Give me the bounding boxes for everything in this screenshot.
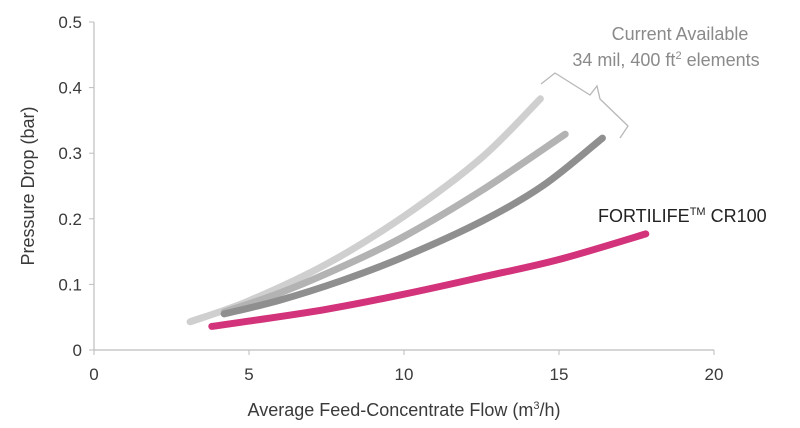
fortilife-label: FORTILIFETM CR100 — [598, 206, 767, 226]
x-tick-label: 20 — [705, 365, 724, 384]
series-group — [186, 95, 650, 330]
series-current-b — [220, 130, 569, 316]
y-tick-label: 0 — [73, 341, 82, 360]
current-available-label: Current Available — [612, 24, 749, 44]
y-tick-label: 0.5 — [58, 13, 82, 32]
y-axis-title: Pressure Drop (bar) — [18, 106, 38, 265]
x-tick-label: 15 — [550, 365, 569, 384]
y-tick-label: 0.1 — [58, 275, 82, 294]
series-fortilife-cr100 — [208, 230, 650, 330]
y-tick-group: 0 0.1 0.2 0.3 0.4 0.5 — [58, 13, 94, 360]
x-tick-label: 0 — [89, 365, 98, 384]
y-tick-label: 0.3 — [58, 144, 82, 163]
series-current-c — [220, 134, 606, 318]
x-tick-label: 5 — [244, 365, 253, 384]
x-tick-group: 0 5 10 15 20 — [89, 350, 723, 384]
x-axis-title: Average Feed-Concentrate Flow (m3/h) — [248, 400, 561, 420]
y-tick-label: 0.2 — [58, 210, 82, 229]
current-available-spec: 34 mil, 400 ft2 elements — [572, 50, 759, 70]
current-available-bracket — [540, 72, 629, 139]
x-tick-label: 10 — [395, 365, 414, 384]
series-current-a — [186, 95, 544, 326]
y-tick-label: 0.4 — [58, 79, 82, 98]
